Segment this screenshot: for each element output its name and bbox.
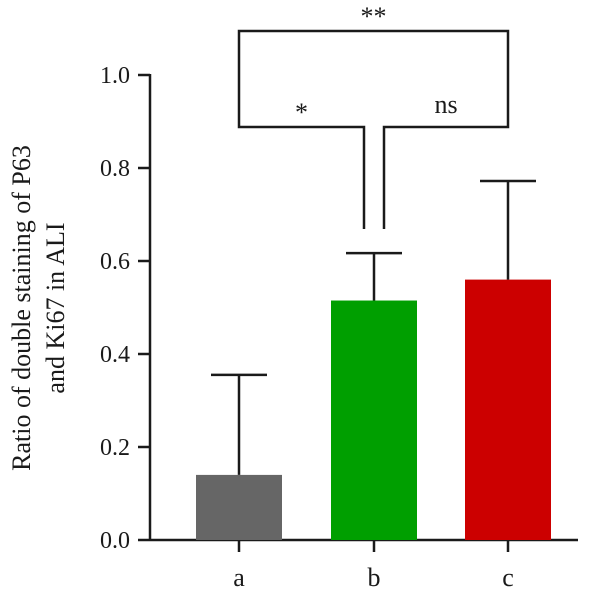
bar-c <box>465 279 551 540</box>
x-axis: a b c <box>150 538 578 591</box>
x-tick-label: b <box>368 563 381 591</box>
significance-bracket <box>382 100 510 229</box>
bar-b <box>331 300 417 540</box>
y-axis-title-line-1: Ratio of double staining of P63 <box>7 145 36 471</box>
y-tick-label: 0.4 <box>100 342 130 368</box>
y-axis-title: Ratio of double staining of P63 and Ki67… <box>7 145 70 471</box>
bars <box>196 279 551 540</box>
y-tick-label: 1.0 <box>100 63 130 89</box>
bar-a <box>196 474 282 540</box>
significance-label: ns <box>434 90 457 119</box>
y-tick-label: 0.2 <box>100 435 130 461</box>
y-axis: 0.0 0.2 0.4 0.6 0.8 1.0 <box>100 63 152 554</box>
error-bars <box>211 179 536 475</box>
x-tick-label: c <box>502 563 514 591</box>
significance-label: ** <box>361 2 387 31</box>
significance-brackets: * ns ** <box>237 2 510 229</box>
significance-bracket <box>237 29 510 100</box>
significance-bracket <box>237 100 366 229</box>
x-tick-label: a <box>233 563 245 591</box>
y-tick-label: 0.8 <box>100 156 130 182</box>
y-axis-title-line-2: and Ki67 in ALI <box>41 222 70 393</box>
significance-label: * <box>295 98 308 127</box>
y-tick-label: 0.6 <box>100 249 130 275</box>
y-tick-label: 0.0 <box>100 528 130 554</box>
